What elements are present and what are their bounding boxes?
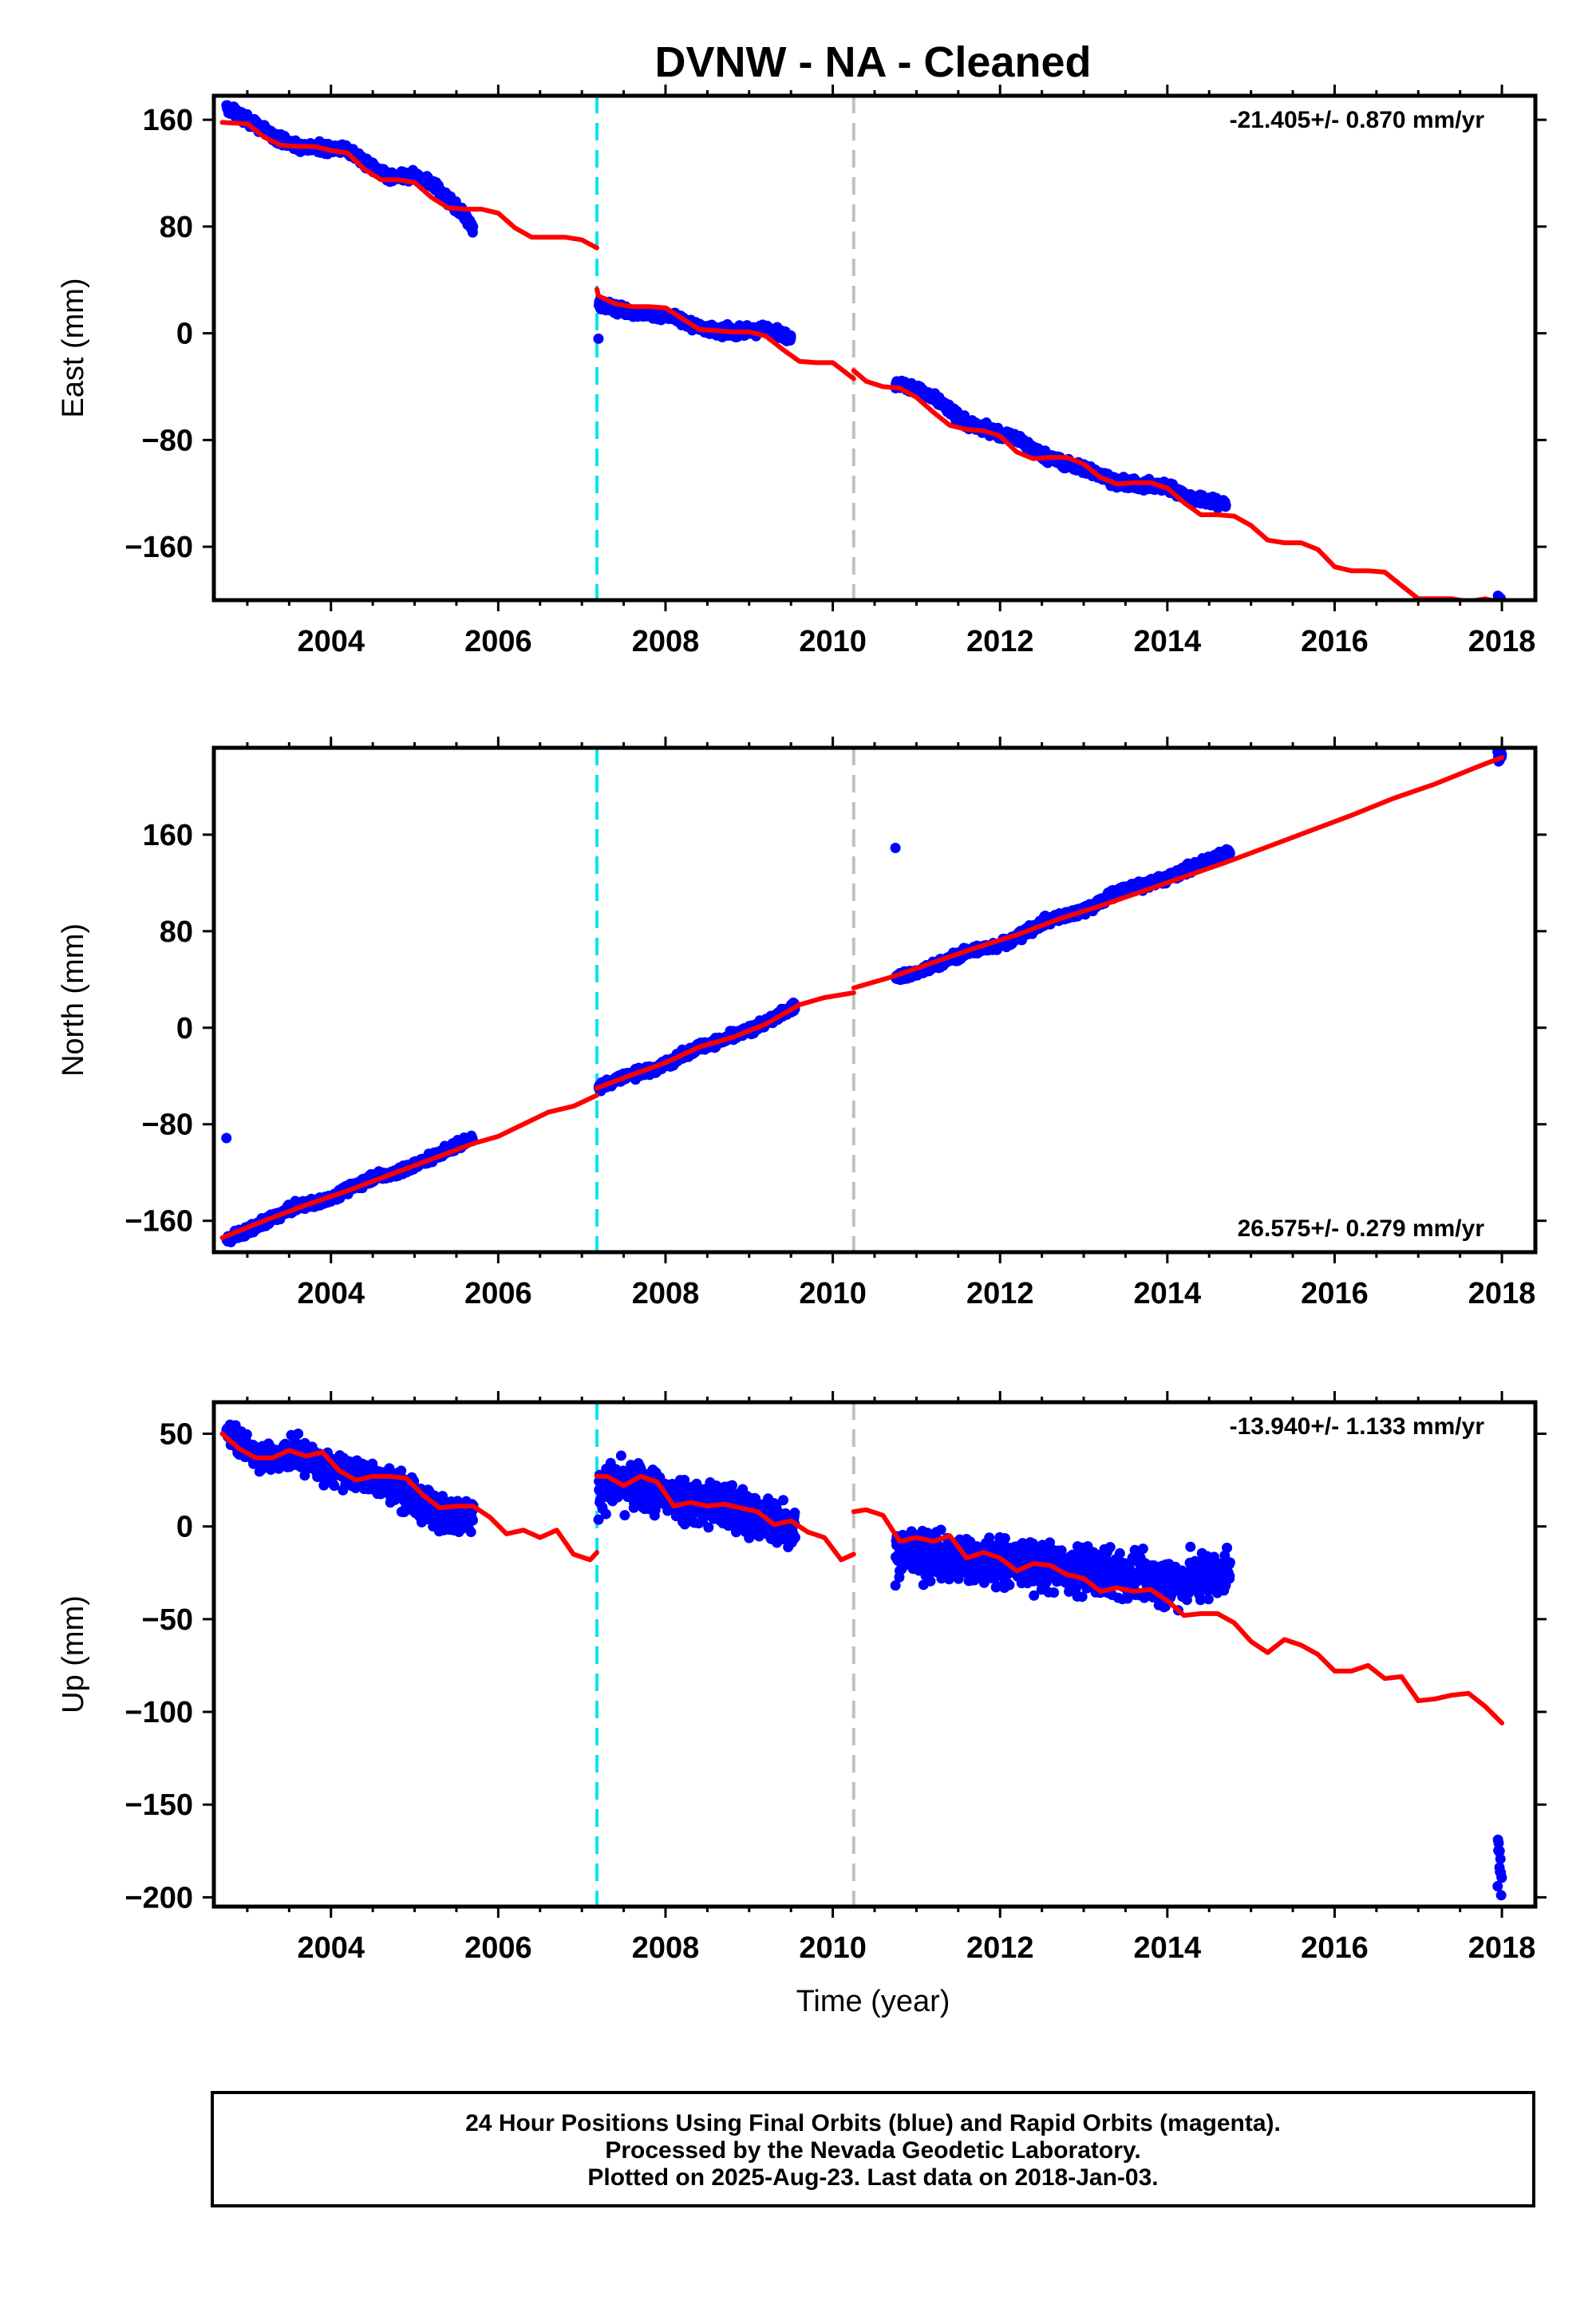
east-data-segment-0 (221, 100, 479, 238)
east-data-point (593, 333, 604, 344)
east-y-axis-label: East (mm) (57, 278, 90, 417)
east-y-tick-label: 80 (160, 211, 193, 244)
east-model-line-0 (219, 120, 599, 251)
east-data-point (1220, 500, 1231, 511)
panels-group: 2004 2006 2008 2010 2012 2014 2016 2018 160 80 0 −8… (57, 85, 1547, 1965)
figure-title: DVNW - NA - Cleaned (654, 38, 1091, 86)
east-model-line-2 (851, 368, 1502, 600)
panel-east: 2004 2006 2008 2010 2012 2014 2016 2018 160 80 0 −8… (57, 85, 1547, 658)
north-data-point (890, 842, 901, 853)
east-rate-label: -21.405+/- 0.870 mm/yr (1230, 107, 1485, 133)
east-y-tick-label: −80 (142, 424, 193, 457)
north-model-line-2 (851, 755, 1505, 990)
east-data-point (785, 332, 796, 343)
east-x-tick-label: 2010 (799, 625, 867, 658)
east-x-tick-label: 2006 (464, 625, 532, 658)
east-x-tick-label: 2012 (966, 625, 1034, 658)
east-data-point (468, 221, 479, 232)
north-frame (211, 745, 1538, 1255)
east-x-tick-label: 2004 (297, 625, 365, 658)
north-model-line-1 (595, 990, 856, 1091)
north-data-point (1224, 848, 1235, 860)
east-y-tick-label: 0 (176, 318, 193, 351)
east-x-tick-label: 2014 (1134, 625, 1202, 658)
east-x-tick-label: 2008 (632, 625, 700, 658)
panel-north: 2004 2006 2008 2010 2012 2014 2016 2018160800−8… (57, 737, 1547, 1310)
east-y-tick-label: 160 (143, 104, 193, 137)
east-y-tick-label: −160 (124, 531, 193, 564)
north-plot-area (219, 748, 1507, 1252)
east-plot-area (219, 96, 1507, 600)
east-x-tick-label: 2018 (1468, 625, 1536, 658)
east-x-tick-label: 2016 (1301, 625, 1369, 658)
north-data-segment-2 (890, 842, 1235, 986)
east-data-segment-2 (890, 375, 1231, 514)
east-model-line-1 (595, 287, 856, 381)
north-data-point (221, 1132, 232, 1144)
north-model-line-0 (219, 1093, 599, 1240)
